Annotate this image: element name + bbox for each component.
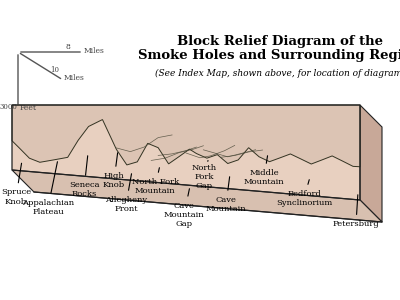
Text: Bedford
Synclinorium: Bedford Synclinorium [276,180,332,207]
Text: North
Fork
Gap: North Fork Gap [192,160,216,190]
Text: Miles: Miles [84,47,105,55]
Text: Spruce
Knob: Spruce Knob [1,163,31,206]
Polygon shape [12,170,382,222]
Polygon shape [360,105,382,222]
Text: Allegheny
Front: Allegheny Front [105,174,147,213]
Text: Seneca
Rocks: Seneca Rocks [69,156,99,198]
Text: Feet: Feet [20,104,37,112]
Text: 8: 8 [66,43,70,51]
Text: High
Knob: High Knob [103,153,125,189]
Text: Middle
Mountain: Middle Mountain [244,156,284,186]
Text: (See Index Map, shown above, for location of diagram): (See Index Map, shown above, for locatio… [155,69,400,78]
Text: North Fork
Mountain: North Fork Mountain [132,168,179,195]
Text: Cave
Mountain: Cave Mountain [206,177,246,213]
Text: Cave
Mountain
Gap: Cave Mountain Gap [164,189,204,228]
Polygon shape [12,105,360,200]
Text: 3000: 3000 [0,103,17,111]
Polygon shape [12,105,360,167]
Text: Block Relief Diagram of the: Block Relief Diagram of the [177,35,383,48]
Text: Petersburg: Petersburg [333,195,379,228]
Text: Smoke Holes and Surrounding Region: Smoke Holes and Surrounding Region [138,49,400,62]
Text: Appalachian
Plateau: Appalachian Plateau [22,162,74,216]
Text: Miles: Miles [64,74,85,82]
Text: 10: 10 [50,66,59,74]
